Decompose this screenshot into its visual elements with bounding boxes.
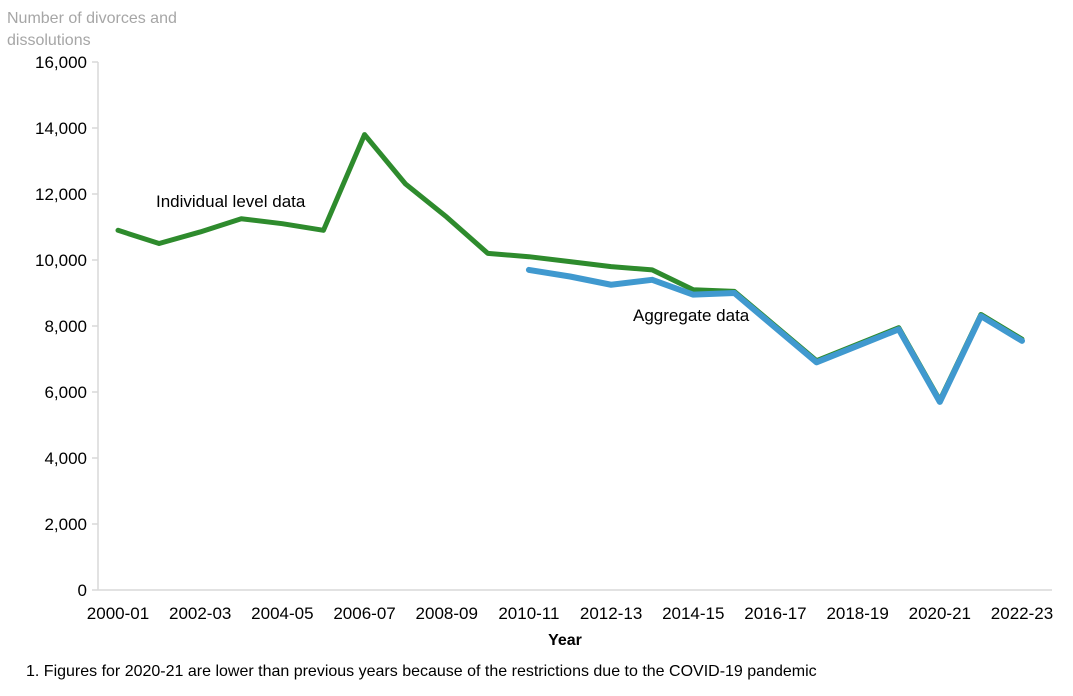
x-tick-label: 2002-03 <box>169 604 231 623</box>
x-tick-label: 2014-15 <box>662 604 724 623</box>
x-tick-label: 2000-01 <box>87 604 149 623</box>
series-line-aggregate-data <box>525 266 1025 405</box>
footnote: 1. Figures for 2020-21 are lower than pr… <box>26 663 817 680</box>
x-tick-label: 2018-19 <box>826 604 888 623</box>
y-tick-label: 4,000 <box>44 449 87 468</box>
x-tick-label: 2012-13 <box>580 604 642 623</box>
series-label-individual: Individual level data <box>156 192 306 211</box>
x-tick-label: 2004-05 <box>251 604 313 623</box>
x-tick-label: 2006-07 <box>333 604 395 623</box>
y-axis-title-line-2: dissolutions <box>7 32 91 49</box>
y-tick-label: 0 <box>78 581 87 600</box>
y-tick-label: 12,000 <box>35 185 87 204</box>
x-axis-title: Year <box>548 632 582 649</box>
y-tick-label: 8,000 <box>44 317 87 336</box>
y-tick-label: 2,000 <box>44 515 87 534</box>
x-tick-label: 2022-23 <box>991 604 1053 623</box>
series-line-individual-level-data <box>115 132 1025 403</box>
y-tick-label: 10,000 <box>35 251 87 270</box>
y-axis-title: Number of divorces and dissolutions <box>7 8 177 52</box>
x-tick-label: 2020-21 <box>909 604 971 623</box>
x-tick-label: 2016-17 <box>744 604 806 623</box>
x-tick-label: 2010-11 <box>498 604 559 623</box>
y-axis-title-line-1: Number of divorces and <box>7 10 177 27</box>
x-tick-label: 2008-09 <box>416 604 478 623</box>
y-tick-label: 14,000 <box>35 119 87 138</box>
y-tick-label: 16,000 <box>35 53 87 72</box>
y-tick-label: 6,000 <box>44 383 87 402</box>
series-label-aggregate: Aggregate data <box>633 306 750 325</box>
